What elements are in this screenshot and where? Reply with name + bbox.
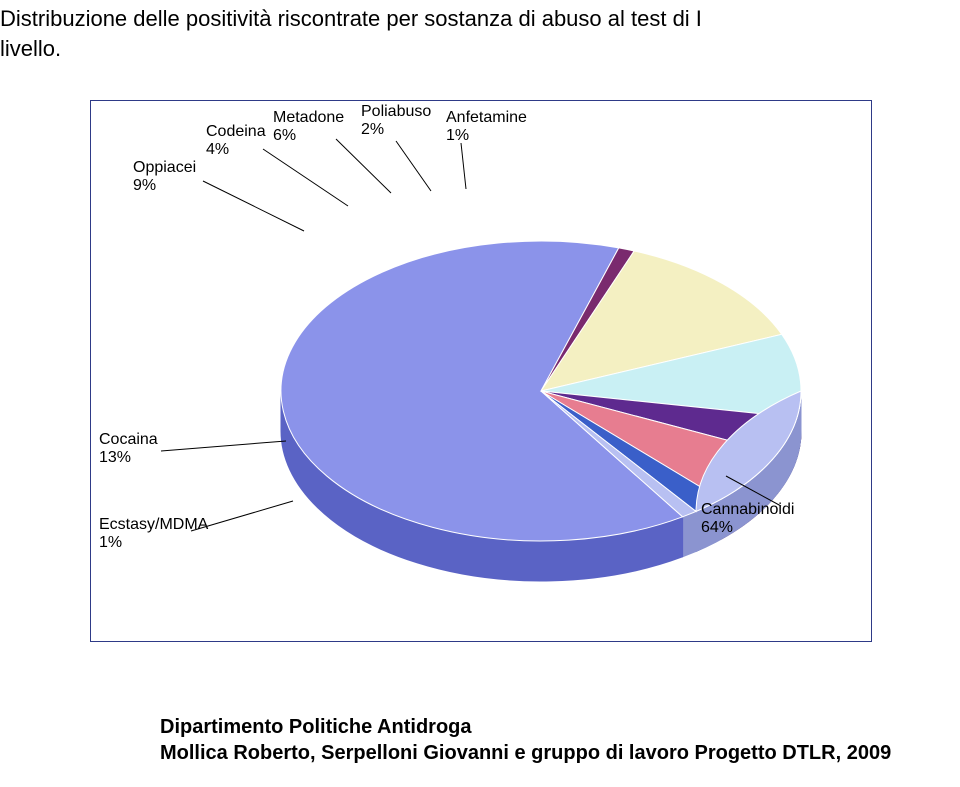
- label-codeina-pct: 4%: [206, 141, 229, 158]
- label-ecstasy-name: Ecstasy/MDMA: [99, 516, 208, 533]
- label-codeina: Codeina 4%: [206, 123, 266, 158]
- label-cannabinoidi-pct: 64%: [701, 519, 733, 536]
- label-cannabinoidi: Cannabinoidi 64%: [701, 501, 794, 536]
- page-title-line1: Distribuzione delle positività riscontra…: [0, 6, 702, 32]
- label-anfetamine-pct: 1%: [446, 127, 469, 144]
- label-poliabuso-name: Poliabuso: [361, 103, 431, 120]
- label-poliabuso: Poliabuso 2%: [361, 103, 431, 138]
- label-oppiacei-pct: 9%: [133, 177, 156, 194]
- label-metadone: Metadone 6%: [273, 109, 344, 144]
- label-codeina-name: Codeina: [206, 123, 266, 140]
- label-anfetamine: Anfetamine 1%: [446, 109, 527, 144]
- label-cocaina: Cocaina 13%: [99, 431, 158, 466]
- label-ecstasy: Ecstasy/MDMA 1%: [99, 516, 208, 551]
- label-oppiacei-name: Oppiacei: [133, 159, 196, 176]
- label-metadone-name: Metadone: [273, 109, 344, 126]
- label-cannabinoidi-name: Cannabinoidi: [701, 501, 794, 518]
- label-metadone-pct: 6%: [273, 127, 296, 144]
- label-ecstasy-pct: 1%: [99, 534, 122, 551]
- footer-line1: Dipartimento Politiche Antidroga: [160, 716, 472, 739]
- label-cocaina-pct: 13%: [99, 449, 131, 466]
- pie-chart-container: Anfetamine 1% Poliabuso 2% Metadone 6% C…: [90, 100, 872, 642]
- label-oppiacei: Oppiacei 9%: [133, 159, 196, 194]
- footer-line2: Mollica Roberto, Serpelloni Giovanni e g…: [160, 742, 891, 765]
- label-cocaina-name: Cocaina: [99, 431, 158, 448]
- label-anfetamine-name: Anfetamine: [446, 109, 527, 126]
- label-poliabuso-pct: 2%: [361, 121, 384, 138]
- page-title-line2: livello.: [0, 36, 61, 62]
